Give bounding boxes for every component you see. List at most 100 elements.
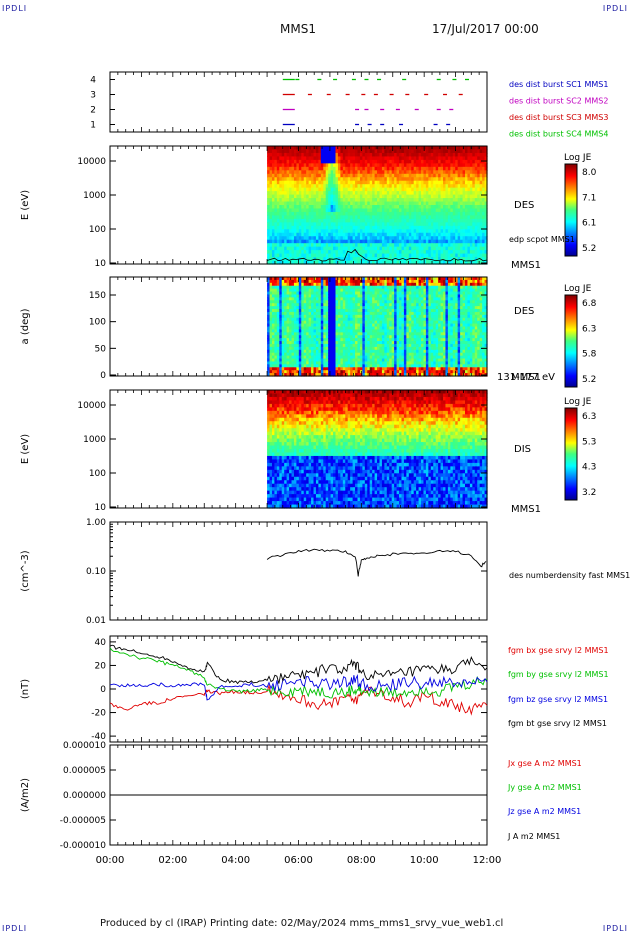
spectrogram-cell: [320, 364, 324, 368]
spectrogram-cell: [379, 253, 383, 258]
spectrogram-cell: [428, 149, 432, 154]
spectrogram-cell: [293, 335, 298, 339]
spectrogram-cell: [445, 260, 449, 265]
spectrogram-cell: [369, 170, 373, 175]
spectrogram-cell: [438, 236, 442, 241]
spectrogram-cell: [286, 236, 290, 241]
spectrogram-cell: [450, 163, 454, 168]
spectrogram-cell: [379, 279, 383, 284]
spectrogram-cell: [467, 198, 471, 203]
spectrogram-cell: [330, 205, 334, 210]
spectrogram-cell: [303, 218, 307, 223]
spectrogram-cell: [284, 303, 288, 307]
spectrogram-cell: [293, 343, 298, 348]
spectrogram-cell: [325, 159, 329, 164]
spectrogram-cell: [328, 323, 332, 328]
spectrogram-cell: [391, 184, 395, 189]
spectrogram-cell: [391, 243, 395, 248]
spectrogram-cell: [276, 323, 280, 328]
spectrogram-cell: [469, 208, 473, 213]
spectrogram-cell: [460, 222, 464, 227]
spectrogram-cell: [274, 282, 278, 287]
spectrogram-cell: [284, 326, 288, 331]
spectrogram-cell: [274, 326, 278, 331]
spectrogram-cell: [298, 323, 302, 328]
spectrogram-cell: [484, 215, 488, 220]
spectrogram-cell: [438, 170, 442, 175]
spectrogram-cell: [328, 205, 332, 210]
spectrogram-cell: [320, 218, 324, 223]
spectrogram-cell: [345, 177, 349, 182]
spectrogram-cell: [364, 177, 368, 182]
spectrogram-cell: [318, 232, 322, 237]
spectrogram-cell: [355, 198, 359, 203]
spectrogram-cell: [271, 149, 276, 154]
spectrogram-cell: [291, 184, 295, 189]
spectrogram-cell: [337, 218, 341, 223]
spectrogram-cell: [328, 361, 332, 365]
spectrogram-cell: [335, 211, 339, 217]
spectrogram-cell: [267, 232, 271, 237]
spectrogram-cell: [279, 218, 283, 223]
spectrogram-cell: [391, 236, 395, 241]
spectrogram-cell: [311, 152, 315, 158]
spectrogram-cell: [335, 236, 339, 241]
spectrogram-cell: [286, 146, 290, 151]
spectrogram-cell: [293, 317, 298, 322]
spectrogram-cell: [406, 239, 410, 244]
spectrogram-cell: [306, 332, 310, 336]
spectrogram-cell: [271, 335, 276, 339]
spectrogram-cell: [289, 211, 293, 217]
spectrogram-cell: [445, 229, 449, 234]
spectrogram-cell: [269, 341, 273, 345]
spectrogram-cell: [293, 146, 298, 151]
spectrogram-cell: [301, 146, 305, 151]
spectrogram-cell: [374, 232, 378, 237]
spectrogram-cell: [411, 257, 415, 262]
spectrogram-cell: [433, 173, 437, 178]
spectrogram-cell: [379, 294, 383, 298]
spectrogram-cell: [479, 250, 483, 255]
spectrogram-cell: [450, 243, 454, 248]
spectrogram-cell: [315, 297, 319, 301]
spectrogram-cell: [276, 373, 280, 377]
spectrogram-cell: [271, 355, 276, 360]
spectrogram-cell: [274, 229, 278, 234]
spectrogram-cell: [298, 329, 302, 333]
spectrogram-cell: [359, 285, 363, 290]
spectrogram-cell: [342, 177, 346, 182]
spectrogram-cell: [467, 146, 471, 151]
spectrogram-cell: [320, 370, 324, 374]
spectrogram-cell: [445, 257, 449, 262]
spectrogram-cell: [330, 198, 334, 203]
spectrogram-cell: [347, 367, 351, 371]
spectrogram-cell: [335, 364, 339, 368]
spectrogram-cell: [293, 177, 298, 182]
spectrogram-cell: [345, 373, 349, 377]
spectrogram-cell: [406, 222, 410, 227]
spectrogram-cell: [328, 211, 332, 217]
spectrogram-cell: [315, 184, 319, 189]
spectrogram-cell: [355, 338, 359, 342]
spectrogram-cell: [362, 215, 366, 220]
spectrogram-cell: [455, 239, 459, 244]
spectrogram-cell: [399, 191, 403, 196]
spectrogram-cell: [406, 215, 410, 220]
spectrogram-cell: [271, 326, 276, 331]
spectrogram-cell: [467, 156, 471, 161]
spectrogram-cell: [347, 194, 351, 199]
spectrogram-cell: [303, 253, 307, 258]
spectrogram-cell: [430, 253, 434, 258]
spectrogram-cell: [352, 277, 356, 281]
spectrogram-cell: [377, 211, 381, 217]
spectrogram-cell: [465, 205, 469, 210]
spectrogram-cell: [394, 149, 398, 154]
spectrogram-cell: [396, 166, 400, 171]
spectrogram-cell: [279, 250, 283, 255]
spectrogram-cell: [301, 303, 305, 307]
spectrogram-cell: [330, 314, 334, 319]
spectrogram-cell: [411, 215, 415, 220]
spectrogram-cell: [391, 149, 395, 154]
spectrogram-cell: [281, 260, 285, 265]
spectrogram-cell: [269, 159, 273, 164]
